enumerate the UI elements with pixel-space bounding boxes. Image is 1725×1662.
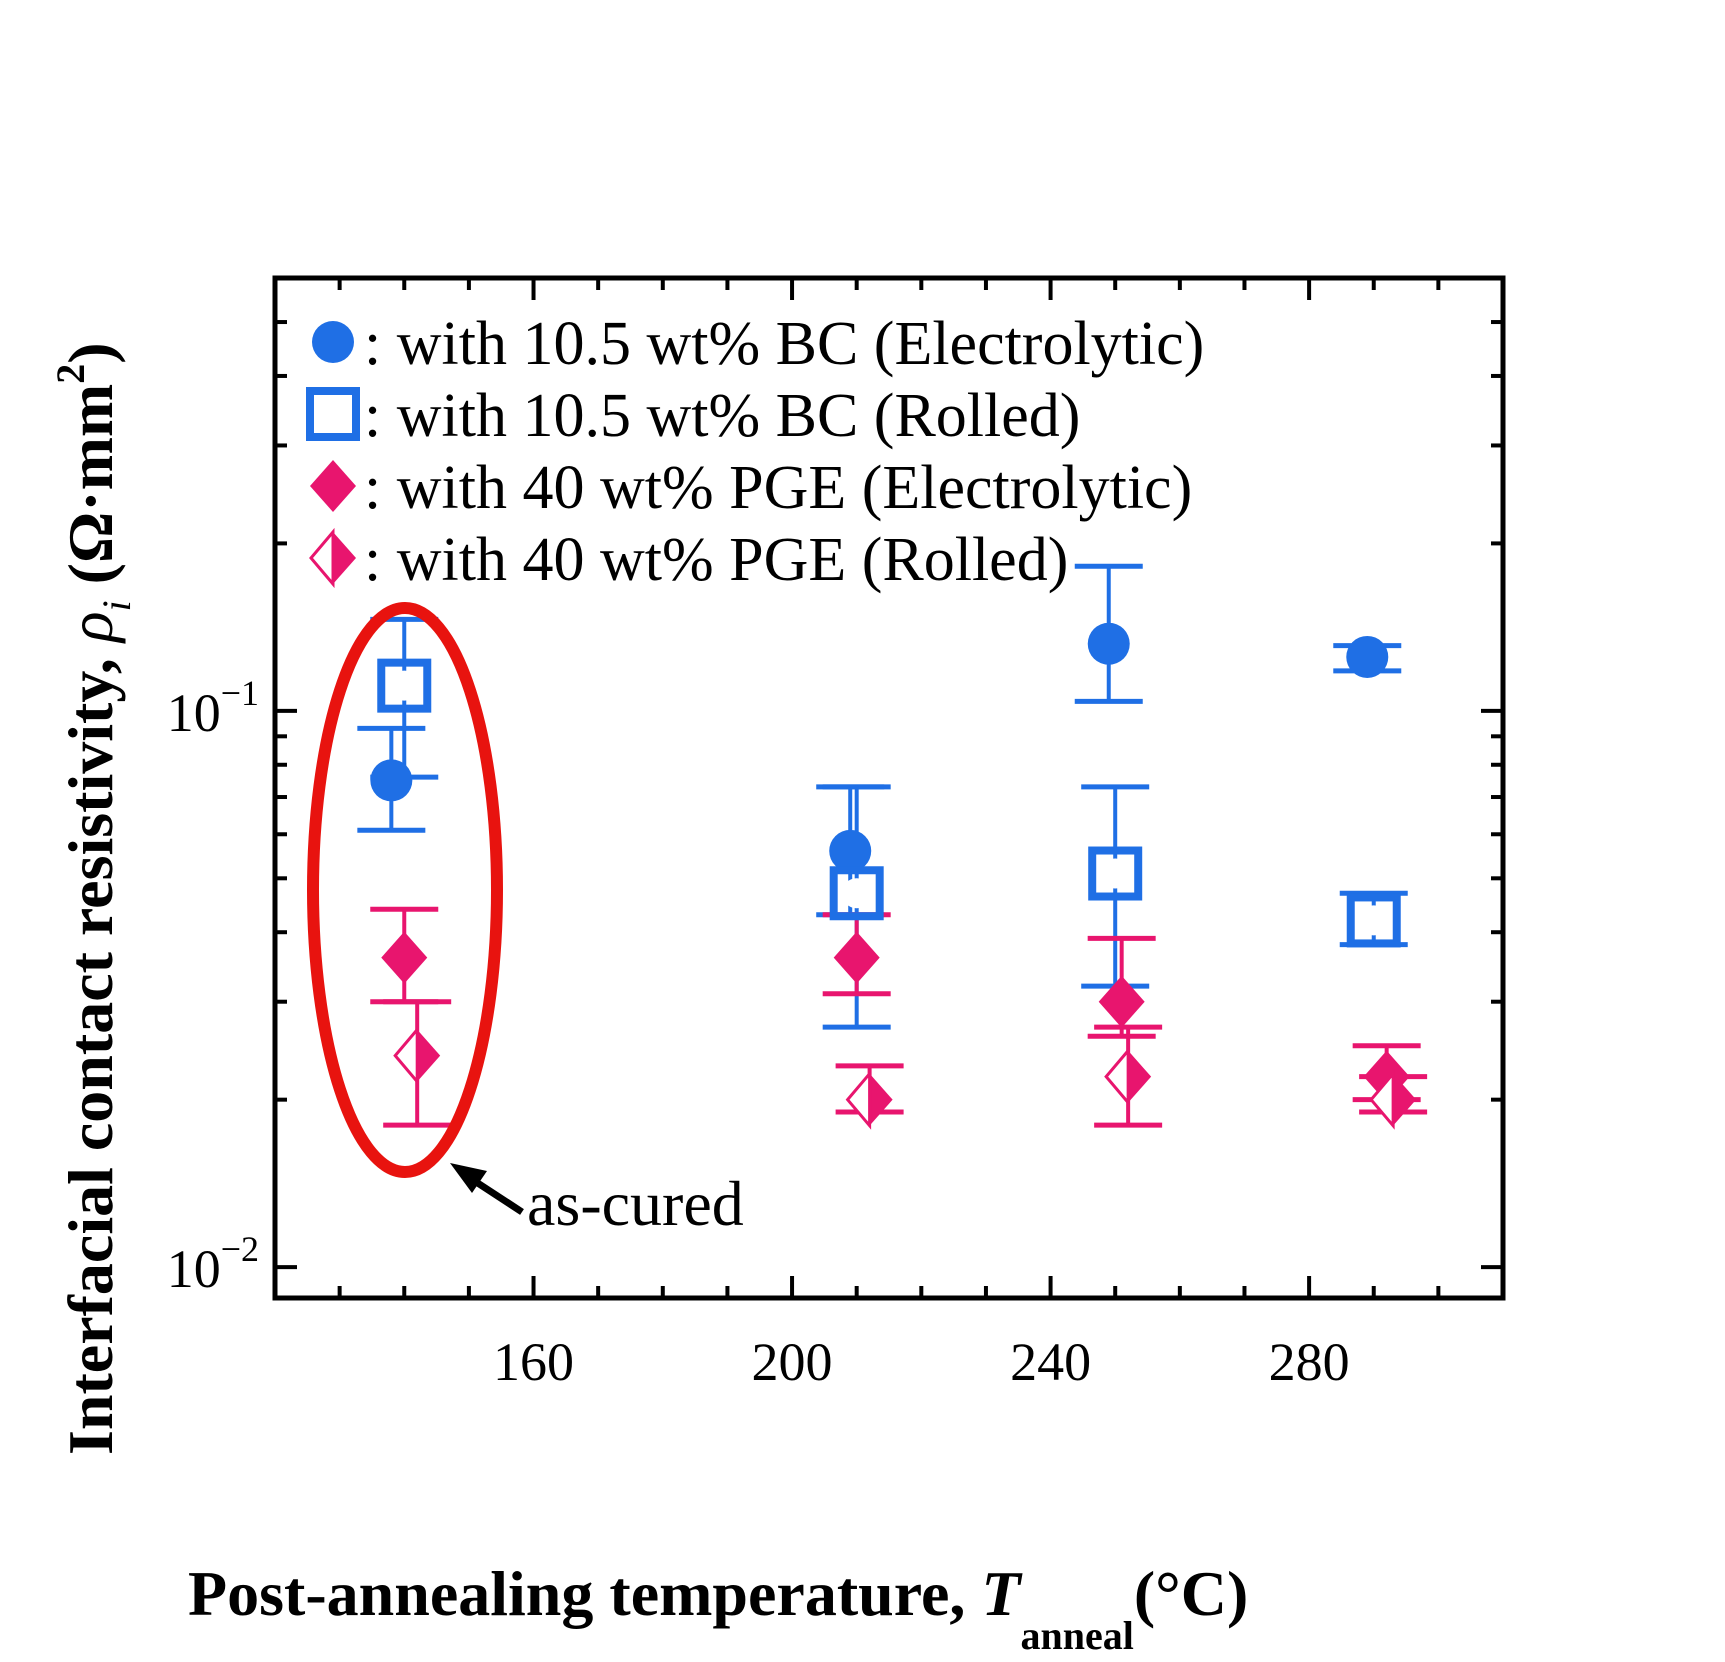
data-point bbox=[381, 931, 428, 984]
data-point bbox=[370, 759, 413, 802]
data-point bbox=[833, 931, 880, 984]
x-tick-label: 280 bbox=[1269, 1332, 1350, 1392]
y-tick-label: 10−1 bbox=[167, 673, 259, 743]
plot-frame bbox=[272, 275, 1506, 1301]
legend-marker bbox=[310, 460, 356, 512]
square-marker bbox=[1346, 893, 1401, 948]
x-tick-label: 160 bbox=[493, 1332, 574, 1392]
data-point bbox=[1098, 975, 1145, 1028]
y-tick-label: 10−2 bbox=[167, 1229, 259, 1299]
inner-circle bbox=[841, 878, 872, 909]
data-point bbox=[1087, 622, 1130, 665]
data-point bbox=[393, 1025, 441, 1086]
diamond-left-half bbox=[1104, 1046, 1130, 1107]
circle-marker bbox=[312, 321, 354, 363]
y-axis-title: Interfacial contact resistivity, ρi (Ω·m… bbox=[48, 342, 139, 1455]
data-point bbox=[1346, 893, 1401, 948]
x-tick-label: 200 bbox=[752, 1332, 833, 1392]
square-marker bbox=[829, 866, 884, 921]
annotation-arrow-line bbox=[468, 1175, 524, 1215]
diamond-marker bbox=[833, 931, 880, 984]
square-marker bbox=[377, 658, 432, 713]
legend-item: : with 10.5 wt% BC (Electrolytic) bbox=[312, 310, 1204, 378]
circle-marker bbox=[1087, 622, 1130, 665]
data-point bbox=[1104, 1046, 1152, 1107]
diamond-right-half bbox=[1393, 1073, 1417, 1126]
diamond-marker bbox=[1098, 975, 1145, 1028]
legend-marker bbox=[306, 387, 360, 441]
circle-marker bbox=[370, 759, 413, 802]
inner-circle bbox=[1100, 858, 1131, 889]
circle-marker bbox=[1346, 635, 1389, 678]
diamond-left-half bbox=[309, 527, 335, 589]
inner-circle bbox=[389, 670, 420, 701]
data-point bbox=[377, 658, 432, 713]
legend-marker bbox=[312, 321, 354, 363]
diamond-left-half bbox=[393, 1025, 419, 1086]
diamond-right-half bbox=[417, 1029, 441, 1082]
diamond-right-half bbox=[333, 532, 356, 584]
diamond-marker bbox=[381, 931, 428, 984]
diamond-right-half bbox=[1128, 1050, 1152, 1103]
legend-label: : with 10.5 wt% BC (Rolled) bbox=[364, 382, 1080, 450]
annotation: as-cured bbox=[307, 602, 744, 1239]
square-marker bbox=[1088, 846, 1143, 901]
data-point bbox=[829, 866, 884, 921]
axes-frame: 160 200 240 280 10−1 10−2 bbox=[167, 275, 1506, 1392]
diamond-right-half bbox=[869, 1073, 893, 1126]
data-point bbox=[829, 829, 872, 872]
legend-label: : with 40 wt% PGE (Rolled) bbox=[364, 526, 1068, 594]
data-markers bbox=[370, 622, 1417, 1130]
data-point bbox=[1088, 846, 1143, 901]
x-tick-label: 240 bbox=[1010, 1332, 1091, 1392]
legend-label: : with 10.5 wt% BC (Electrolytic) bbox=[364, 310, 1204, 378]
circle-marker bbox=[829, 829, 872, 872]
legend: : with 10.5 wt% BC (Electrolytic): with … bbox=[306, 310, 1204, 594]
diamond-left-half bbox=[845, 1069, 872, 1130]
data-point bbox=[1369, 1069, 1417, 1130]
legend-item: : with 10.5 wt% BC (Rolled) bbox=[306, 382, 1080, 450]
diamond-marker bbox=[310, 460, 356, 512]
annotation-arrow-head bbox=[450, 1163, 487, 1193]
inner-circle bbox=[318, 399, 348, 429]
legend-label: : with 40 wt% PGE (Electrolytic) bbox=[364, 454, 1192, 522]
square-marker bbox=[306, 387, 360, 441]
error-bars bbox=[357, 563, 1428, 1128]
legend-marker bbox=[309, 527, 356, 589]
legend-item: : with 40 wt% PGE (Electrolytic) bbox=[310, 454, 1192, 522]
x-axis-title: Post-annealing temperature, Tanneal(°C) bbox=[188, 1558, 1248, 1658]
data-point bbox=[845, 1069, 893, 1130]
inner-circle bbox=[1358, 905, 1389, 936]
annotation-label: as-cured bbox=[527, 1168, 744, 1239]
highlight-ellipse bbox=[307, 602, 503, 1178]
data-point bbox=[1346, 635, 1389, 678]
legend-item: : with 40 wt% PGE (Rolled) bbox=[309, 526, 1068, 594]
diamond-left-half bbox=[1369, 1069, 1395, 1130]
